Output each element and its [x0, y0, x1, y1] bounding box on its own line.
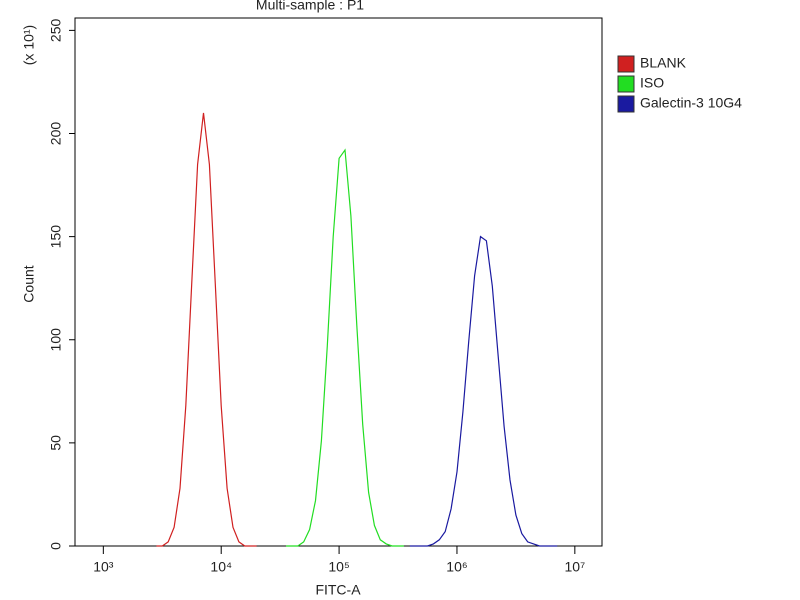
x-axis-label: FITC-A — [315, 582, 361, 598]
legend-swatch — [617, 55, 635, 73]
legend-label: Galectin-3 10G4 — [640, 95, 742, 111]
histogram-line — [409, 235, 558, 547]
y-tick-label: 50 — [48, 435, 64, 451]
histogram-line — [286, 148, 404, 547]
legend-swatch — [617, 95, 635, 113]
legend-label: BLANK — [640, 55, 687, 71]
y-tick-label: 250 — [48, 18, 64, 42]
x-tick-label: 10³ — [93, 559, 114, 575]
x-tick-label: 10⁷ — [565, 559, 586, 575]
chart-title: Multi-sample : P1 — [256, 0, 364, 13]
x-tick-label: 10⁴ — [210, 559, 232, 575]
legend-label: ISO — [640, 75, 664, 91]
legend-swatch — [617, 75, 635, 93]
y-tick-label: 100 — [48, 328, 64, 352]
y-tick-label: 200 — [48, 122, 64, 146]
y-axis-label: Count — [21, 265, 37, 302]
plot-frame — [74, 17, 603, 547]
y-tick-label: 150 — [48, 225, 64, 249]
y-tick-label: 0 — [48, 542, 64, 550]
x-tick-label: 10⁵ — [328, 559, 349, 575]
histogram-line — [156, 112, 257, 547]
y-axis-multiplier: (x 10¹) — [21, 25, 37, 65]
x-tick-label: 10⁶ — [446, 559, 467, 575]
